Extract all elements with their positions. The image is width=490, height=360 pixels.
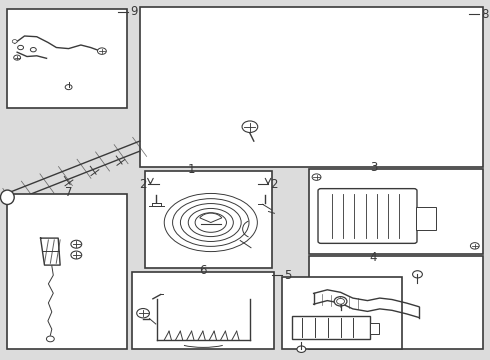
Circle shape <box>319 332 326 337</box>
Circle shape <box>334 297 347 306</box>
Text: 8: 8 <box>481 8 489 21</box>
Bar <box>370 323 379 334</box>
Circle shape <box>137 309 149 318</box>
Text: 1: 1 <box>187 163 195 176</box>
Circle shape <box>18 45 24 50</box>
Circle shape <box>312 174 321 180</box>
Text: 5: 5 <box>284 269 292 282</box>
Bar <box>145 171 272 268</box>
Bar <box>292 316 370 339</box>
Bar <box>152 203 161 206</box>
Circle shape <box>47 336 54 342</box>
Circle shape <box>71 251 82 259</box>
Circle shape <box>413 271 422 278</box>
Text: 3: 3 <box>369 161 377 174</box>
Circle shape <box>14 55 21 60</box>
Bar <box>140 7 483 167</box>
Wedge shape <box>200 213 222 222</box>
Circle shape <box>12 40 17 43</box>
Bar <box>7 194 127 349</box>
Circle shape <box>71 240 82 248</box>
Ellipse shape <box>0 190 14 204</box>
Text: 7: 7 <box>65 186 73 199</box>
Circle shape <box>470 243 479 249</box>
Text: 2: 2 <box>139 178 147 191</box>
Text: 2: 2 <box>270 178 277 191</box>
Bar <box>7 9 127 108</box>
Circle shape <box>30 48 36 52</box>
FancyBboxPatch shape <box>318 189 417 243</box>
Circle shape <box>242 121 258 132</box>
Text: 9: 9 <box>130 5 137 18</box>
Circle shape <box>297 346 306 352</box>
Bar <box>309 256 483 349</box>
Text: 6: 6 <box>199 264 207 276</box>
Text: 4: 4 <box>369 251 377 264</box>
Circle shape <box>98 48 106 54</box>
Circle shape <box>337 298 344 304</box>
Bar <box>282 277 402 349</box>
Bar <box>416 207 436 230</box>
Circle shape <box>65 85 72 90</box>
Bar <box>132 272 274 349</box>
Bar <box>309 169 483 254</box>
